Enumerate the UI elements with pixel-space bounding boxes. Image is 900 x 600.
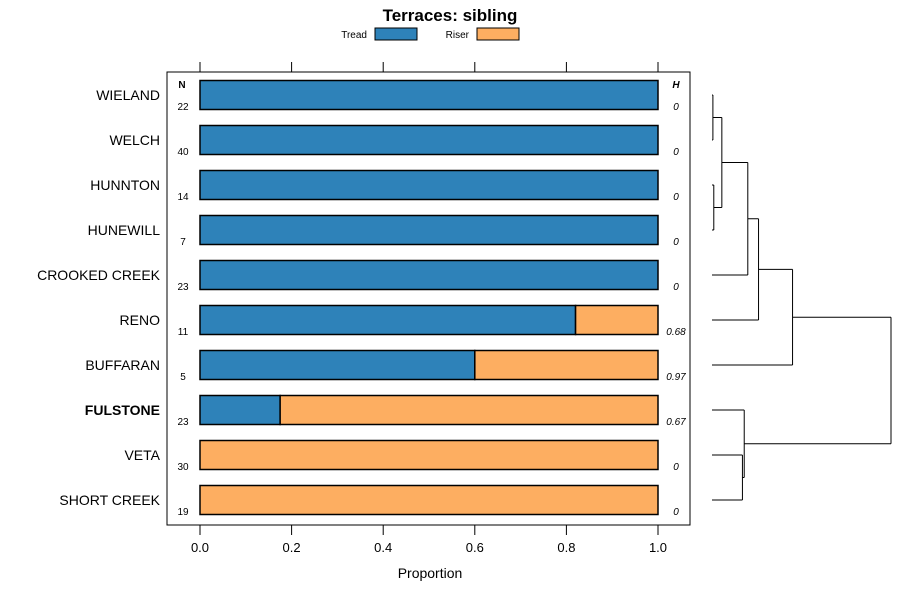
bar-riser	[199, 484, 659, 516]
bar-tread	[199, 169, 659, 201]
bar-riser	[574, 304, 659, 336]
dendrogram	[712, 94, 892, 501]
h-value: 0	[673, 462, 679, 473]
row-label: WIELAND	[96, 87, 160, 103]
x-tick-label: 0.8	[557, 540, 575, 555]
bar-rows: WIELAND 22 0 WELCH 40 0 HUNNTON 14 0 HUNEWILL 7 0 CR…	[37, 79, 686, 518]
bar-tread	[199, 124, 659, 156]
legend-swatch-riser	[476, 27, 520, 41]
n-count: 40	[177, 147, 189, 158]
bar-tread	[199, 214, 659, 246]
n-count: 5	[180, 372, 186, 383]
h-value: 0	[673, 237, 679, 248]
h-value: 0.97	[666, 372, 686, 383]
legend-swatch-tread	[374, 27, 418, 41]
bar-tread	[199, 79, 659, 111]
bar-tread	[199, 349, 476, 381]
bar-tread	[199, 304, 577, 336]
x-tick-label: 1.0	[649, 540, 667, 555]
n-header: N	[178, 80, 185, 91]
bar-riser	[474, 349, 659, 381]
h-value: 0	[673, 507, 679, 518]
h-header: H	[672, 80, 680, 91]
h-value: 0.67	[666, 417, 686, 428]
bar-tread	[199, 394, 281, 426]
legend-label-riser: Riser	[446, 30, 470, 41]
legend-label-tread: Tread	[341, 30, 367, 41]
x-axis-label: Proportion	[398, 565, 463, 581]
row-label: SHORT CREEK	[59, 492, 160, 508]
row-label: VETA	[124, 447, 160, 463]
n-count: 22	[177, 102, 189, 113]
h-value: 0	[673, 192, 679, 203]
n-count: 7	[180, 237, 186, 248]
plot-frame	[166, 71, 691, 526]
bar-riser	[199, 439, 659, 471]
row-label: CROOKED CREEK	[37, 267, 161, 283]
chart-title: Terraces: sibling	[383, 6, 518, 25]
h-value: 0.68	[666, 327, 686, 338]
h-value: 0	[673, 102, 679, 113]
n-count: 11	[178, 327, 189, 338]
legend: Tread Riser	[341, 27, 520, 41]
n-count: 23	[177, 282, 189, 293]
x-tick-label: 0.6	[466, 540, 484, 555]
row-label: BUFFARAN	[85, 357, 160, 373]
x-tick-label: 0.4	[374, 540, 392, 555]
row-label: RENO	[120, 312, 161, 328]
row-label: HUNNTON	[90, 177, 160, 193]
h-value: 0	[673, 147, 679, 158]
n-count: 30	[177, 462, 189, 473]
x-axis: 0.0 0.2 0.4 0.6 0.8 1.0	[191, 62, 667, 555]
bar-riser	[279, 394, 659, 426]
x-tick-label: 0.0	[191, 540, 209, 555]
row-label: WELCH	[109, 132, 160, 148]
n-count: 19	[177, 507, 189, 518]
n-count: 23	[177, 417, 189, 428]
x-tick-label: 0.2	[283, 540, 301, 555]
row-label: HUNEWILL	[88, 222, 161, 238]
h-value: 0	[673, 282, 679, 293]
n-count: 14	[177, 192, 189, 203]
row-label: FULSTONE	[85, 402, 160, 418]
bar-tread	[199, 259, 659, 291]
